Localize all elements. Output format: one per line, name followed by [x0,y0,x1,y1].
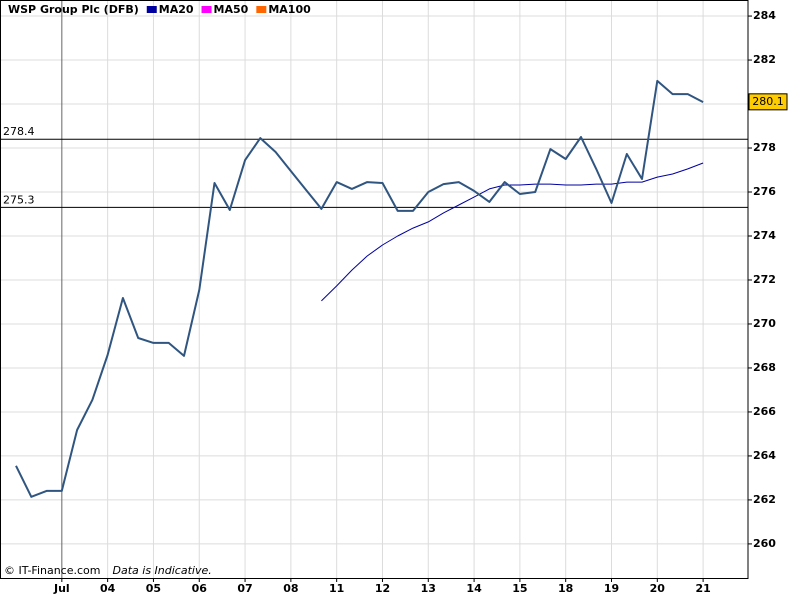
legend-label: MA20 [159,3,194,16]
y-tick-label: 264 [753,449,776,462]
x-tick-label: 06 [192,582,208,595]
note: Data is Indicative. [113,564,212,577]
x-tick-label: 11 [329,582,344,595]
legend-swatch [146,6,157,13]
series-line [321,162,704,302]
x-tick-label: 05 [146,582,161,595]
reference-label: 278.4 [3,125,35,138]
y-tick-label: 274 [753,229,776,242]
x-tick-label: 08 [283,582,298,595]
x-tick-label: Jul [53,582,70,595]
y-tick-label: 260 [753,537,776,550]
legend-label: MA100 [268,3,311,16]
x-tick-label: 20 [650,582,666,595]
y-tick-label: 262 [753,493,776,506]
legend-swatch [201,6,212,13]
plot-frame [0,0,749,579]
last-value-label: 280.1 [752,95,784,108]
x-tick-label: 12 [375,582,390,595]
y-tick-label: 276 [753,185,776,198]
reference-label: 275.3 [3,193,35,206]
x-tick-label: 13 [421,582,436,595]
x-tick-label: 15 [512,582,527,595]
x-tick-label: 07 [237,582,252,595]
legend-label: MA50 [214,3,249,16]
y-tick-label: 266 [753,405,776,418]
x-tick-label: 18 [558,582,573,595]
last-value-box [748,93,788,111]
y-tick-label: 278 [753,141,776,154]
y-tick-label: 284 [753,9,776,22]
x-tick-label: 14 [466,582,482,595]
legend-swatch [256,6,267,13]
y-tick-label: 272 [753,273,776,286]
series-line [15,79,704,498]
x-tick-label: 19 [604,582,619,595]
source: © IT-Finance.com [4,564,101,577]
chart-title: WSP Group Plc (DFB) [8,3,139,16]
x-tick-label: 21 [695,582,710,595]
y-tick-label: 268 [753,361,776,374]
y-tick-label: 270 [753,317,776,330]
x-tick-label: 04 [100,582,116,595]
y-tick-label: 282 [753,53,776,66]
